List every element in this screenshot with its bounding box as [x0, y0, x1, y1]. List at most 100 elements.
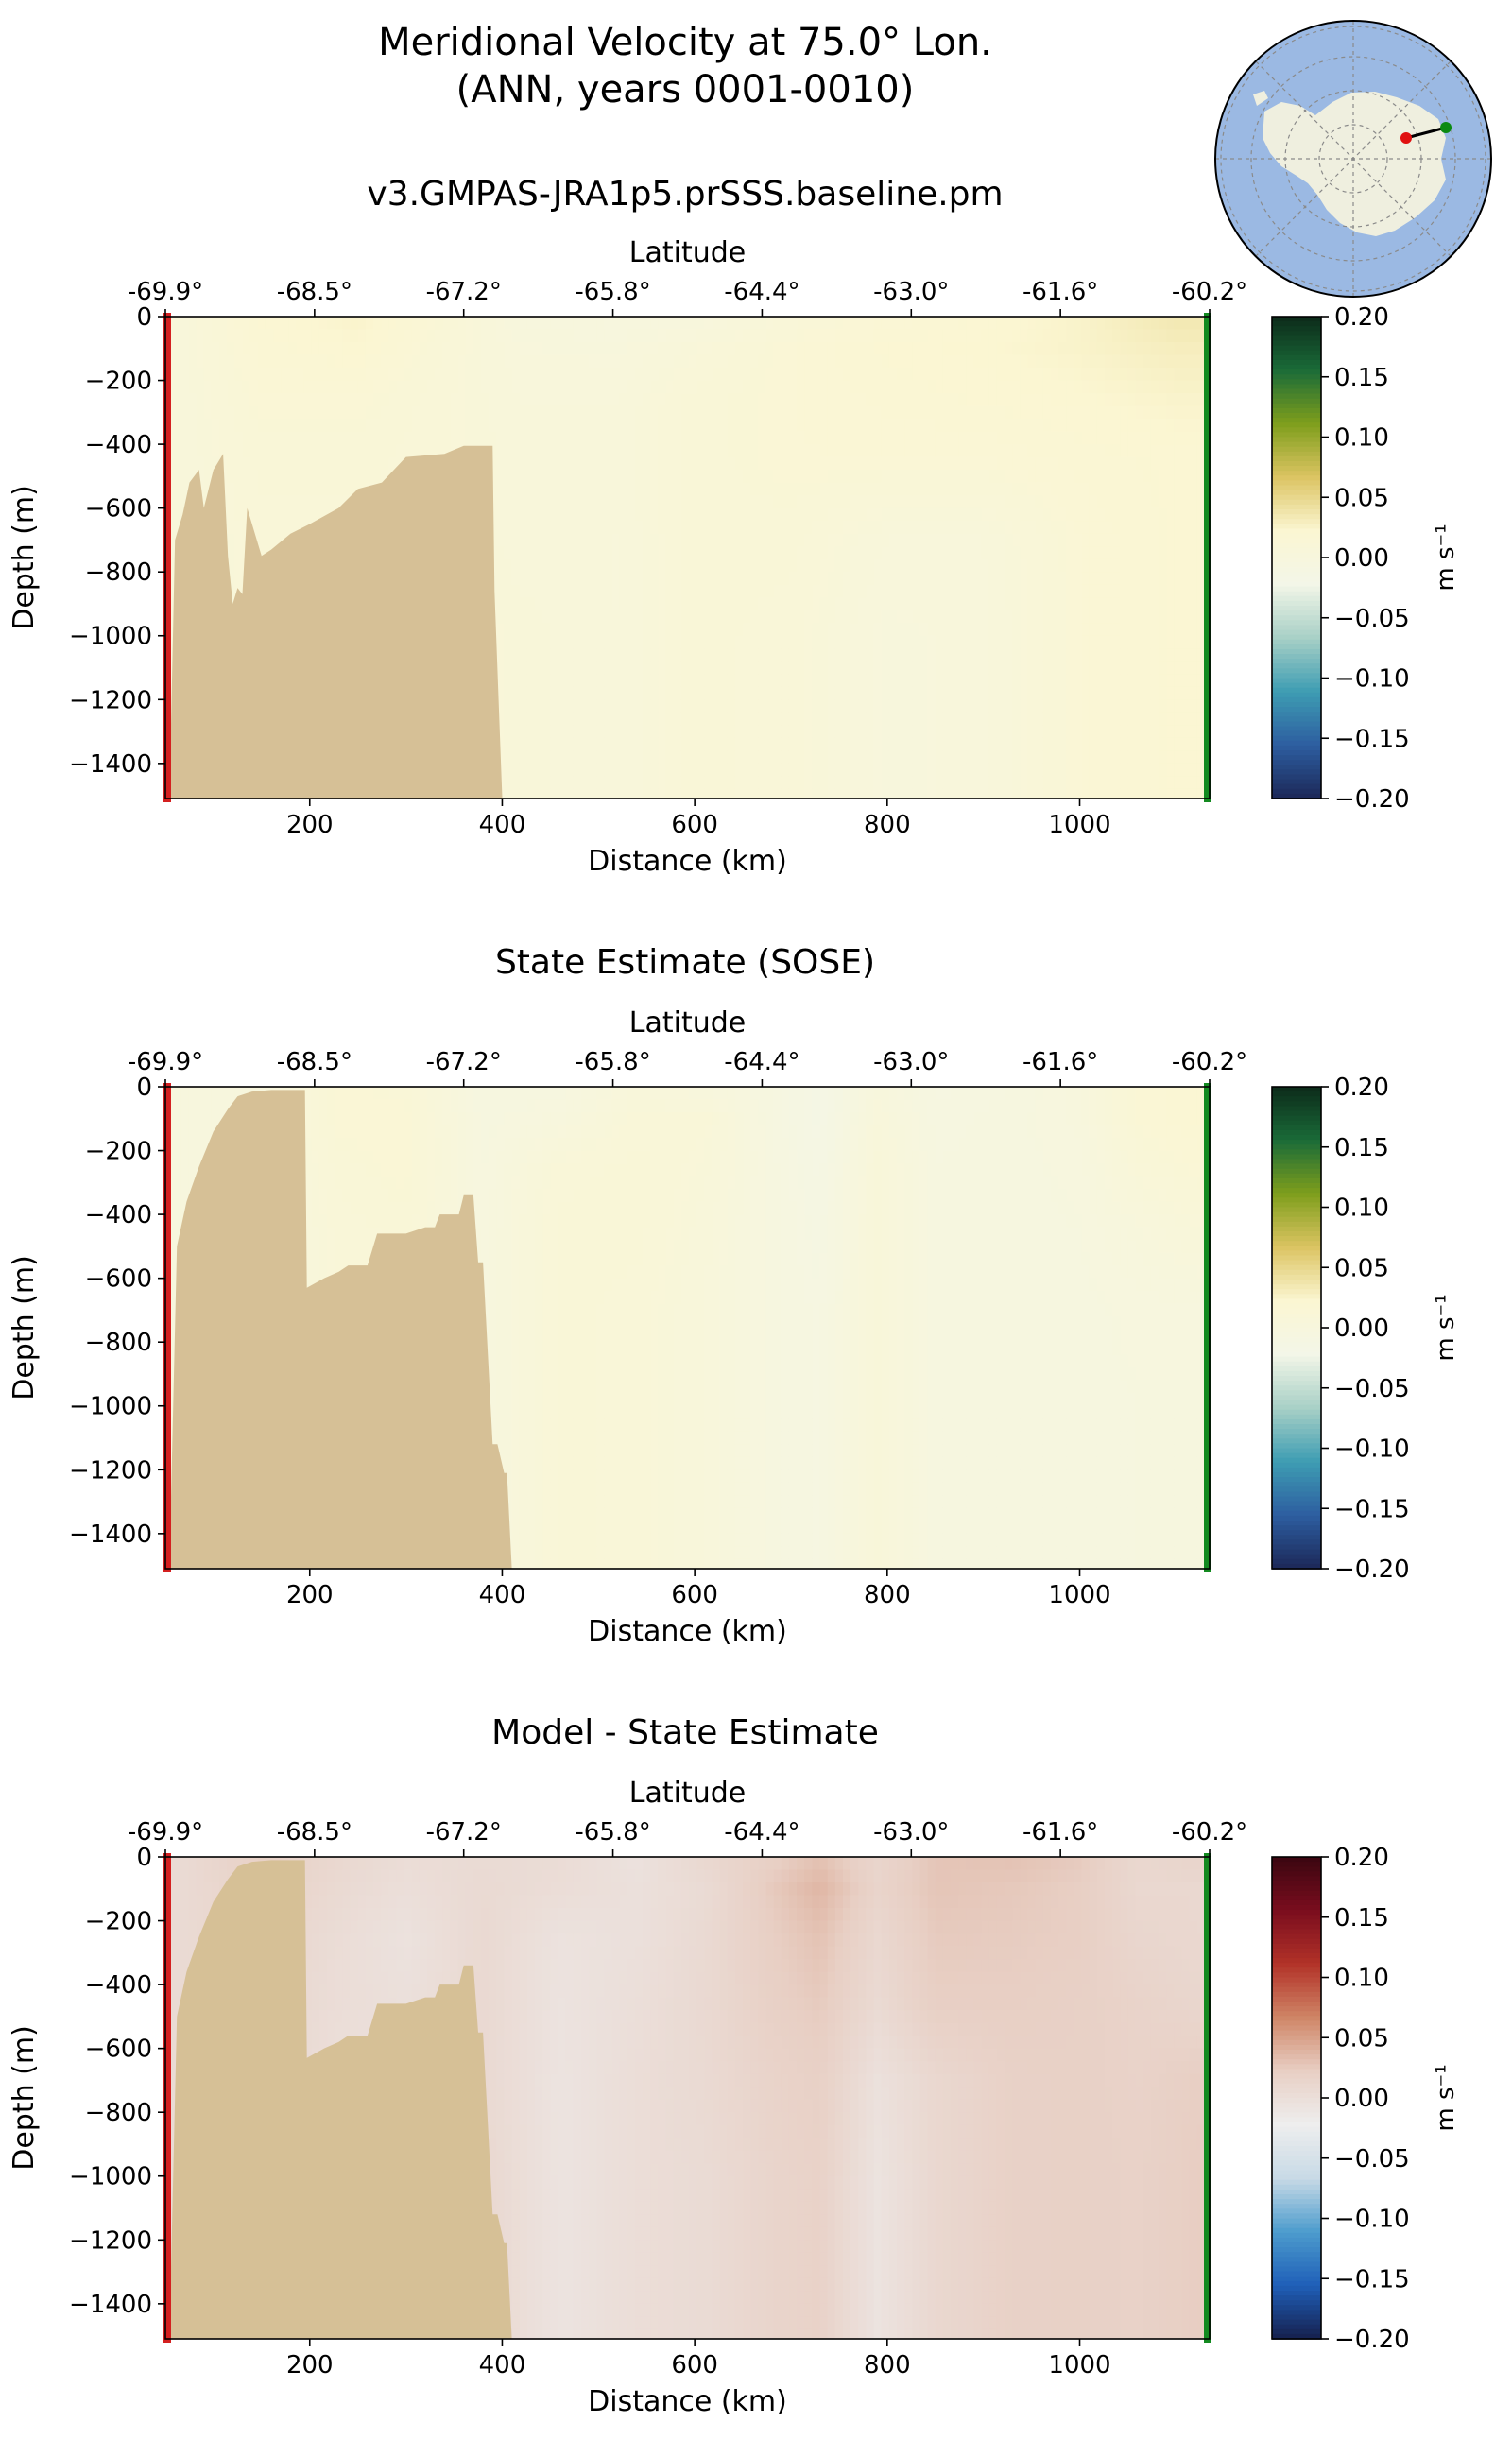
heatmap-cell — [581, 507, 590, 522]
heatmap-cell — [357, 342, 367, 356]
heatmap-cell — [788, 597, 798, 611]
heatmap-cell — [712, 661, 721, 676]
heatmap-cell — [996, 495, 1005, 509]
heatmap-cell — [996, 533, 1005, 547]
heatmap-cell — [927, 521, 936, 535]
heatmap-cell — [712, 725, 721, 739]
heatmap-cell — [1058, 495, 1067, 509]
heatmap-cell — [1120, 546, 1129, 560]
heatmap-cell — [689, 725, 697, 739]
heatmap-cell — [1027, 737, 1037, 752]
heatmap-cell — [589, 686, 597, 701]
heatmap-cell — [942, 686, 952, 701]
heatmap-cell — [1005, 763, 1013, 778]
heatmap-cell — [1058, 431, 1067, 445]
heatmap-cell — [1143, 686, 1152, 701]
heatmap-cell — [388, 444, 398, 458]
heatmap-cell — [1120, 776, 1129, 790]
heatmap-cell — [1005, 699, 1013, 713]
heatmap-cell — [1005, 610, 1013, 624]
heatmap-cell — [866, 393, 875, 407]
heatmap-cell — [881, 431, 890, 445]
heatmap-cell — [927, 444, 936, 458]
heatmap-cell — [526, 674, 536, 688]
heatmap-cell — [858, 317, 868, 331]
heatmap-cell — [719, 725, 729, 739]
heatmap-cell — [897, 533, 905, 547]
heatmap-cell — [658, 597, 667, 611]
heatmap-cell — [1150, 750, 1160, 765]
heatmap-cell — [1143, 712, 1152, 727]
heatmap-cell — [1143, 342, 1152, 356]
heatmap-cell — [1051, 712, 1059, 727]
heatmap-cell — [1120, 393, 1129, 407]
heatmap-cell — [542, 482, 552, 496]
heatmap-cell — [1058, 419, 1067, 433]
heatmap-cell — [1012, 533, 1022, 547]
heatmap-cell — [951, 431, 959, 445]
heatmap-cell — [1051, 329, 1059, 343]
heatmap-cell — [1159, 495, 1167, 509]
heatmap-cell — [526, 788, 536, 799]
heatmap-cell — [249, 495, 259, 509]
heatmap-cell — [1135, 444, 1144, 458]
heatmap-cell — [881, 456, 890, 471]
heatmap-cell — [689, 597, 697, 611]
heatmap-cell — [843, 725, 851, 739]
heatmap-cell — [650, 572, 660, 586]
heatmap-cell — [227, 558, 236, 573]
heatmap-cell — [680, 317, 690, 331]
heatmap-cell — [689, 368, 697, 382]
heatmap-cell — [504, 584, 513, 598]
heatmap-cell — [866, 712, 875, 727]
heatmap-cell — [712, 674, 721, 688]
heatmap-cell — [658, 763, 667, 778]
heatmap-cell — [1058, 597, 1067, 611]
heatmap-cell — [526, 635, 536, 649]
heatmap-cell — [834, 380, 844, 394]
heatmap-cell — [1089, 584, 1098, 598]
heatmap-cell — [535, 597, 543, 611]
heatmap-cell — [873, 648, 883, 662]
heatmap-cell — [565, 419, 575, 433]
heatmap-cell — [758, 354, 767, 369]
heatmap-cell — [919, 329, 929, 343]
heatmap-cell — [727, 712, 736, 727]
heatmap-cell — [288, 444, 298, 458]
heatmap-cell — [873, 737, 883, 752]
heatmap-cell — [273, 393, 282, 407]
heatmap-cell — [812, 674, 821, 688]
heatmap-cell — [888, 329, 898, 343]
heatmap-cell — [804, 623, 814, 637]
heatmap-cell — [1127, 725, 1137, 739]
heatmap-cell — [866, 507, 875, 522]
heatmap-cell — [472, 342, 482, 356]
heatmap-cell — [981, 686, 990, 701]
heatmap-cell — [834, 635, 844, 649]
heatmap-cell — [173, 495, 181, 509]
heatmap-cell — [327, 405, 335, 420]
heatmap-cell — [712, 393, 721, 407]
heatmap-cell — [1166, 368, 1176, 382]
heatmap-cell — [504, 482, 513, 496]
heatmap-cell — [227, 431, 236, 445]
heatmap-cell — [1012, 507, 1022, 522]
heatmap-cell — [743, 342, 751, 356]
heatmap-cell — [650, 597, 660, 611]
heatmap-cell — [1020, 495, 1029, 509]
heatmap-cell — [966, 686, 975, 701]
heatmap-cell — [296, 444, 305, 458]
heatmap-cell — [797, 635, 805, 649]
heatmap-cell — [1042, 788, 1052, 799]
heatmap-cell — [981, 623, 990, 637]
heatmap-cell — [173, 342, 181, 356]
heatmap-cell — [257, 368, 266, 382]
heatmap-cell — [1159, 533, 1167, 547]
heatmap-cell — [734, 558, 744, 573]
heatmap-cell — [357, 317, 367, 331]
heatmap-cell — [951, 648, 959, 662]
heatmap-cell — [665, 788, 675, 799]
heatmap-cell — [912, 725, 921, 739]
heatmap-cell — [888, 393, 898, 407]
heatmap-cell — [611, 482, 621, 496]
